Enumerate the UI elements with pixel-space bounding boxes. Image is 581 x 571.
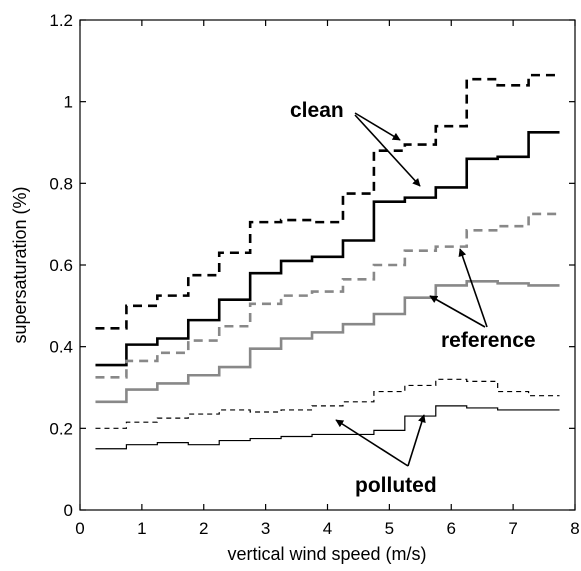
x-tick-label: 5 [385,519,394,538]
y-tick-label: 0.8 [49,174,73,193]
x-tick-label: 7 [508,519,517,538]
y-tick-label: 0 [64,501,73,520]
y-tick-label: 1 [64,93,73,112]
arrow-reference-solid [429,295,486,328]
series-clean-solid [95,130,560,367]
x-tick-label: 8 [570,519,579,538]
y-tick-label: 0.4 [49,338,73,357]
y-tick-label: 0.6 [49,256,73,275]
y-tick-label: 1.2 [49,11,73,30]
series-clean-dashed [95,73,560,330]
x-tick-label: 0 [75,519,84,538]
y-axis-title: supersaturation (%) [10,186,30,343]
x-tick-label: 1 [137,519,146,538]
series-layer [95,73,560,450]
annotation-reference: reference [441,329,536,352]
series-polluted-solid [95,405,560,450]
arrow-polluted-dashed [335,419,409,467]
plot-area-border [79,19,576,511]
x-tick-label: 2 [199,519,208,538]
x-tick-label: 4 [323,519,332,538]
arrow-reference-dashed [458,248,488,328]
y-tick-label: 0.2 [49,419,73,438]
series-polluted-dashed [95,378,560,429]
arrow-clean-solid [354,114,421,187]
plot-frame [79,19,576,511]
x-tick-label: 3 [261,519,270,538]
series-reference-dashed [95,212,560,379]
arrow-clean-dashed [354,112,401,141]
axis-ticks: 0 1 2 3 4 5 6 7 8 0 0.2 0.4 0.6 0.8 1 1.2 [49,11,579,538]
x-tick-label: 6 [447,519,456,538]
annotation-clean: clean [290,99,344,122]
arrow-polluted-solid [407,414,426,467]
x-axis-title: vertical wind speed (m/s) [227,544,426,564]
annotation-polluted: polluted [355,474,437,497]
